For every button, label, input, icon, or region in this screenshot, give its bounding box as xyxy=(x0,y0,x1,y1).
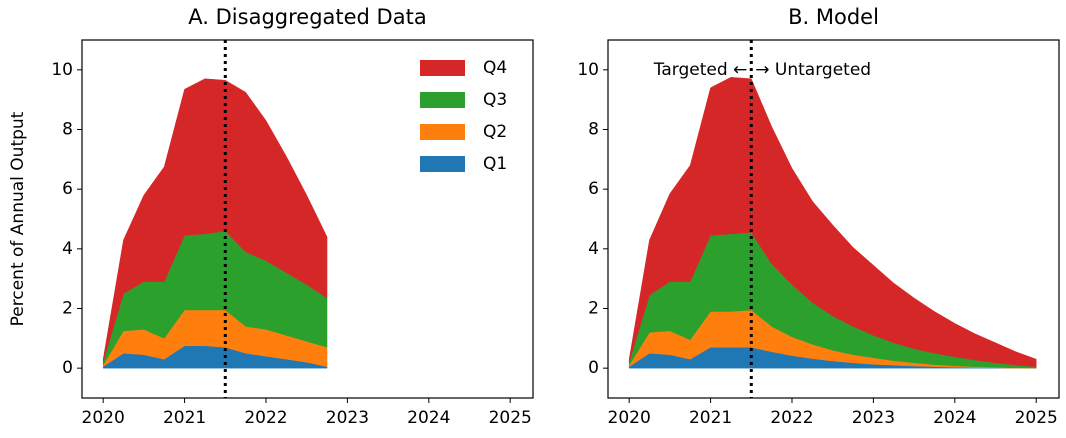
x-tick-label: 2021 xyxy=(163,408,206,428)
x-tick-label: 2025 xyxy=(489,408,532,428)
x-tick-label: 2023 xyxy=(852,408,895,428)
legend-label: Q2 xyxy=(483,122,507,142)
x-tick-label: 2020 xyxy=(82,408,125,428)
x-tick-label: 2024 xyxy=(407,408,450,428)
legend-label: Q1 xyxy=(483,154,507,174)
x-tick-label: 2025 xyxy=(1015,408,1058,428)
y-tick-label: 8 xyxy=(588,120,599,140)
legend-label: Q3 xyxy=(483,90,507,110)
legend-label: Q4 xyxy=(483,58,507,78)
y-tick-label: 10 xyxy=(577,60,599,80)
legend-swatch xyxy=(420,60,465,76)
area xyxy=(102,78,328,363)
y-tick-label: 4 xyxy=(62,239,73,259)
y-tick-label: 8 xyxy=(62,120,73,140)
axes-frame xyxy=(607,39,1060,399)
y-axis-label: Percent of Annual Output xyxy=(8,111,28,326)
chart-title: B. Model xyxy=(788,5,879,29)
y-tick-label: 6 xyxy=(62,179,73,199)
legend-swatch xyxy=(420,124,465,140)
x-tick-label: 2020 xyxy=(608,408,651,428)
x-tick-label: 2022 xyxy=(770,408,813,428)
axes-frame xyxy=(81,39,534,399)
y-tick-label: 2 xyxy=(588,299,599,319)
y-tick-label: 2 xyxy=(62,299,73,319)
y-tick-label: 0 xyxy=(588,358,599,378)
x-tick-label: 2024 xyxy=(933,408,976,428)
y-tick-label: 0 xyxy=(62,358,73,378)
legend-swatch xyxy=(420,92,465,108)
x-tick-label: 2021 xyxy=(689,408,732,428)
x-tick-label: 2023 xyxy=(326,408,369,428)
annotation: Targeted ← xyxy=(653,60,748,80)
legend-swatch xyxy=(420,156,465,172)
x-tick-label: 2022 xyxy=(244,408,287,428)
y-tick-label: 4 xyxy=(588,239,599,259)
area xyxy=(628,77,1037,367)
y-tick-label: 10 xyxy=(51,60,73,80)
annotation: → Untargeted xyxy=(755,60,871,80)
y-tick-label: 6 xyxy=(588,179,599,199)
chart-title: A. Disaggregated Data xyxy=(188,5,426,29)
